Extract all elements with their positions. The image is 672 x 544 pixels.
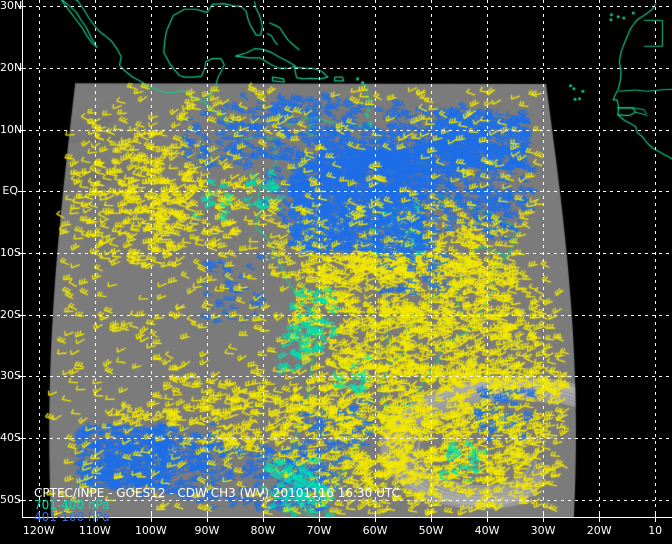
axis-label-lon-40W: 40W <box>474 524 500 537</box>
gridline-lon-90W <box>206 0 208 518</box>
tick-lon-20W <box>599 514 601 522</box>
tick-lon-80W <box>262 514 264 522</box>
axis-label-lon-80W: 80W <box>250 524 276 537</box>
gridline-lon-70W <box>318 0 320 518</box>
tick-lon-90W <box>206 514 208 522</box>
legend-item-mid-level: 701-400 hPa <box>34 498 110 512</box>
gridline-lon-10 <box>655 0 657 518</box>
gridline-lon-50W <box>431 0 433 518</box>
tick-lon-60W <box>375 514 377 522</box>
axis-label-lat-30S: 30S <box>0 369 21 383</box>
tick-lat-10S <box>18 252 26 254</box>
product-caption: CPTEC/INPE - GOES12 - CDW CH3 (WV) 20101… <box>34 486 400 500</box>
axis-label-lon-110W: 110W <box>78 524 111 537</box>
axis-label-lat-EQ: EQ <box>2 184 18 198</box>
gridline-lat-20S <box>22 314 672 316</box>
gridline-lon-60W <box>375 0 377 518</box>
tick-lon-30W <box>543 514 545 522</box>
legend-item-high-level: 401-100 hPa <box>34 510 110 524</box>
gridline-lat-10N <box>22 129 672 131</box>
gridline-lon-120W <box>38 0 40 518</box>
gridline-lon-40W <box>487 0 489 518</box>
axis-label-lat-10N: 10N <box>0 122 23 136</box>
tick-lon-120W <box>38 514 40 522</box>
axis-label-lon-100W: 100W <box>134 524 167 537</box>
gridline-lon-80W <box>262 0 264 518</box>
gridline-lat-EQ <box>22 191 672 193</box>
satellite-imagery-canvas <box>22 0 672 518</box>
tick-lat-30N <box>18 6 26 8</box>
axis-label-lon-70W: 70W <box>306 524 332 537</box>
map-plot-area <box>22 0 672 518</box>
gridline-lat-30S <box>22 376 672 378</box>
axis-label-lon-50W: 50W <box>418 524 444 537</box>
tick-lat-10N <box>18 129 26 131</box>
gridline-lon-30W <box>543 0 545 518</box>
tick-lat-20N <box>18 67 26 69</box>
axis-label-lon-30W: 30W <box>530 524 556 537</box>
gridline-lon-100W <box>150 0 152 518</box>
axis-label-lon-120W: 120W <box>22 524 55 537</box>
tick-lat-40S <box>18 437 26 439</box>
tick-lon-10 <box>655 514 657 522</box>
gridline-lat-30N <box>22 6 672 8</box>
axis-label-lat-20N: 20N <box>0 60 23 74</box>
tick-lon-50W <box>431 514 433 522</box>
gridline-lon-20W <box>599 0 601 518</box>
tick-lat-EQ <box>18 191 26 193</box>
axis-label-lat-50S: 50S <box>0 492 21 506</box>
tick-lon-110W <box>94 514 96 522</box>
axis-label-lat-40S: 40S <box>0 430 21 444</box>
axis-label-lon-20W: 20W <box>586 524 612 537</box>
gridline-lat-40S <box>22 437 672 439</box>
tick-lon-100W <box>150 514 152 522</box>
tick-lon-40W <box>487 514 489 522</box>
tick-lat-50S <box>18 499 26 501</box>
tick-lat-20S <box>18 314 26 316</box>
gridline-lon-110W <box>94 0 96 518</box>
tick-lon-70W <box>318 514 320 522</box>
gridline-lat-50S <box>22 499 672 501</box>
axis-label-lon-10: 10 <box>648 524 663 537</box>
tick-lat-30S <box>18 376 26 378</box>
axis-label-lat-20S: 20S <box>0 307 21 321</box>
axis-label-lon-90W: 90W <box>194 524 220 537</box>
axis-label-lat-30N: 30N <box>0 0 23 13</box>
axis-label-lon-60W: 60W <box>362 524 388 537</box>
gridline-lat-10S <box>22 252 672 254</box>
axis-label-lat-10S: 10S <box>0 245 21 259</box>
gridline-lat-20N <box>22 67 672 69</box>
